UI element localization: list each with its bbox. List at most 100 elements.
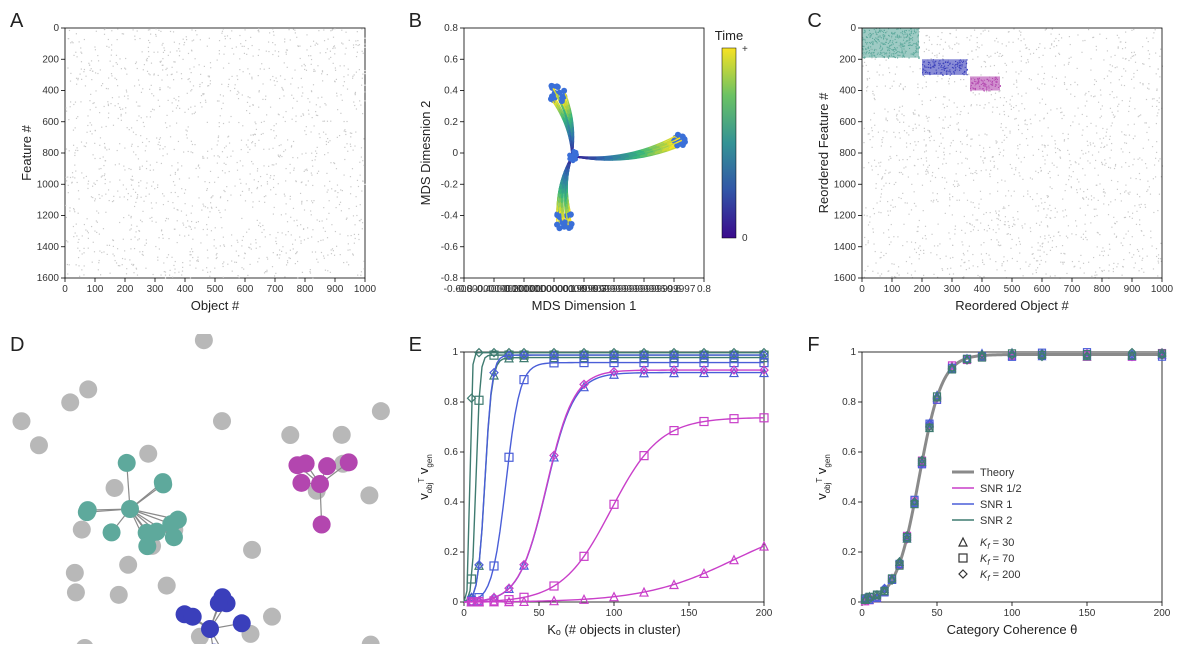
panel-f: F 05010015020000.20.40.60.81Category Coh… (807, 334, 1190, 650)
panel-a-svg: 0100200300400500600700800900100002004006… (10, 10, 390, 320)
svg-text:300: 300 (944, 284, 961, 295)
svg-text:-0.4: -0.4 (440, 211, 458, 222)
svg-text:1600: 1600 (834, 273, 857, 284)
svg-text:Time: Time (714, 28, 742, 43)
svg-text:0.2: 0.2 (444, 117, 458, 128)
svg-text:800: 800 (42, 148, 59, 159)
svg-text:0.8: 0.8 (697, 284, 711, 295)
svg-text:50: 50 (533, 608, 545, 619)
svg-text:0.6: 0.6 (444, 54, 458, 65)
svg-text:0.6: 0.6 (667, 284, 681, 295)
svg-text:0: 0 (851, 597, 857, 608)
svg-text:MDS Dimesnion 2: MDS Dimesnion 2 (418, 101, 433, 206)
panel-c: C 0 100 200 300 400 500 600 700 800 900 1000 0 200 40… (807, 10, 1190, 326)
svg-text:600: 600 (42, 117, 59, 128)
svg-text:0: 0 (860, 284, 866, 295)
panel-b-svg: -0.8-0.6000000000000001-0.40000000000000… (409, 10, 789, 320)
svg-text:0.4: 0.4 (444, 86, 458, 97)
svg-text:0.2: 0.2 (842, 547, 856, 558)
svg-text:400: 400 (974, 284, 991, 295)
svg-text:700: 700 (1064, 284, 1081, 295)
svg-text:400: 400 (840, 86, 857, 97)
panel-f-svg: 05010015020000.20.40.60.81Category Coher… (807, 334, 1187, 644)
svg-text:0: 0 (452, 597, 458, 608)
svg-text:1200: 1200 (37, 211, 60, 222)
panel-b: B -0.8-0.6000000000000001-0.400000000000… (409, 10, 792, 326)
svg-text:1: 1 (452, 347, 458, 358)
panel-label-b: B (409, 10, 422, 33)
svg-text:150: 150 (680, 608, 697, 619)
svg-text:100: 100 (1004, 608, 1021, 619)
svg-text:500: 500 (207, 284, 224, 295)
svg-text:0: 0 (851, 23, 857, 34)
svg-text:Kₒ (# objects in cluster): Kₒ (# objects in cluster) (547, 622, 681, 637)
figure-grid: A 01002003004005006007008009001000020040… (10, 10, 1190, 650)
svg-text:1200: 1200 (834, 211, 857, 222)
svg-text:+: + (742, 44, 748, 55)
svg-text:0.8: 0.8 (842, 397, 856, 408)
svg-text:0.6: 0.6 (842, 447, 856, 458)
panel-label-f: F (807, 334, 819, 357)
svg-text:200: 200 (914, 284, 931, 295)
panel-e: E 0 50 100 150 200 0 0.2 0.4 0.6 0.8 1 Kₒ (# object… (409, 334, 792, 650)
svg-text:500: 500 (1004, 284, 1021, 295)
svg-text:0: 0 (53, 23, 59, 34)
svg-text:Category Coherence θ: Category Coherence θ (947, 622, 1078, 637)
svg-text:600: 600 (840, 117, 857, 128)
svg-text:1000: 1000 (354, 284, 377, 295)
svg-text:Object #: Object # (191, 298, 240, 313)
svg-text:900: 900 (1124, 284, 1141, 295)
svg-text:0: 0 (452, 148, 458, 159)
panel-e-svg: 0 50 100 150 200 0 0.2 0.4 0.6 0.8 1 Kₒ (# objects … (409, 334, 789, 644)
svg-text:vobjT vgen: vobjT vgen (416, 454, 434, 500)
svg-text:800: 800 (1094, 284, 1111, 295)
svg-text:-0.2: -0.2 (440, 179, 458, 190)
panel-d: D (10, 334, 393, 650)
svg-text:800: 800 (297, 284, 314, 295)
svg-text:900: 900 (327, 284, 344, 295)
svg-text:-0.8: -0.8 (440, 273, 458, 284)
svg-text:0: 0 (860, 608, 866, 619)
svg-text:1000: 1000 (1151, 284, 1174, 295)
svg-text:Reordered Object #: Reordered Object # (956, 298, 1070, 313)
svg-text:800: 800 (840, 148, 857, 159)
svg-text:600: 600 (1034, 284, 1051, 295)
svg-text:Feature #: Feature # (19, 124, 34, 180)
svg-text:300: 300 (147, 284, 164, 295)
svg-text:200: 200 (117, 284, 134, 295)
svg-text:700: 700 (267, 284, 284, 295)
svg-text:0.6: 0.6 (444, 447, 458, 458)
panel-d-svg (10, 334, 390, 644)
svg-text:600: 600 (237, 284, 254, 295)
panel-label-d: D (10, 334, 24, 357)
svg-text:150: 150 (1079, 608, 1096, 619)
svg-text:0.4: 0.4 (842, 497, 856, 508)
svg-text:0.8: 0.8 (444, 397, 458, 408)
svg-text:MDS Dimension 1: MDS Dimension 1 (531, 298, 636, 313)
svg-text:50: 50 (932, 608, 944, 619)
panel-label-c: C (807, 10, 821, 33)
svg-text:1: 1 (851, 347, 857, 358)
svg-text:1400: 1400 (37, 242, 60, 253)
svg-text:vobjT vgen: vobjT vgen (814, 454, 832, 500)
svg-text:100: 100 (87, 284, 104, 295)
svg-text:0.4: 0.4 (444, 497, 458, 508)
svg-text:200: 200 (840, 54, 857, 65)
svg-text:0: 0 (461, 608, 467, 619)
svg-text:0: 0 (742, 233, 748, 244)
svg-text:0.2: 0.2 (444, 547, 458, 558)
svg-text:1400: 1400 (834, 242, 857, 253)
svg-text:200: 200 (42, 54, 59, 65)
svg-text:100: 100 (884, 284, 901, 295)
svg-text:200: 200 (755, 608, 772, 619)
panel-label-a: A (10, 10, 23, 33)
svg-text:0: 0 (62, 284, 68, 295)
svg-text:1000: 1000 (37, 179, 60, 190)
svg-text:-0.6: -0.6 (440, 242, 458, 253)
svg-text:Reordered Feature #: Reordered Feature # (816, 92, 831, 213)
svg-text:100: 100 (605, 608, 622, 619)
panel-a: A 01002003004005006007008009001000020040… (10, 10, 393, 326)
panel-label-e: E (409, 334, 422, 357)
svg-text:0.8: 0.8 (444, 23, 458, 34)
svg-text:400: 400 (177, 284, 194, 295)
